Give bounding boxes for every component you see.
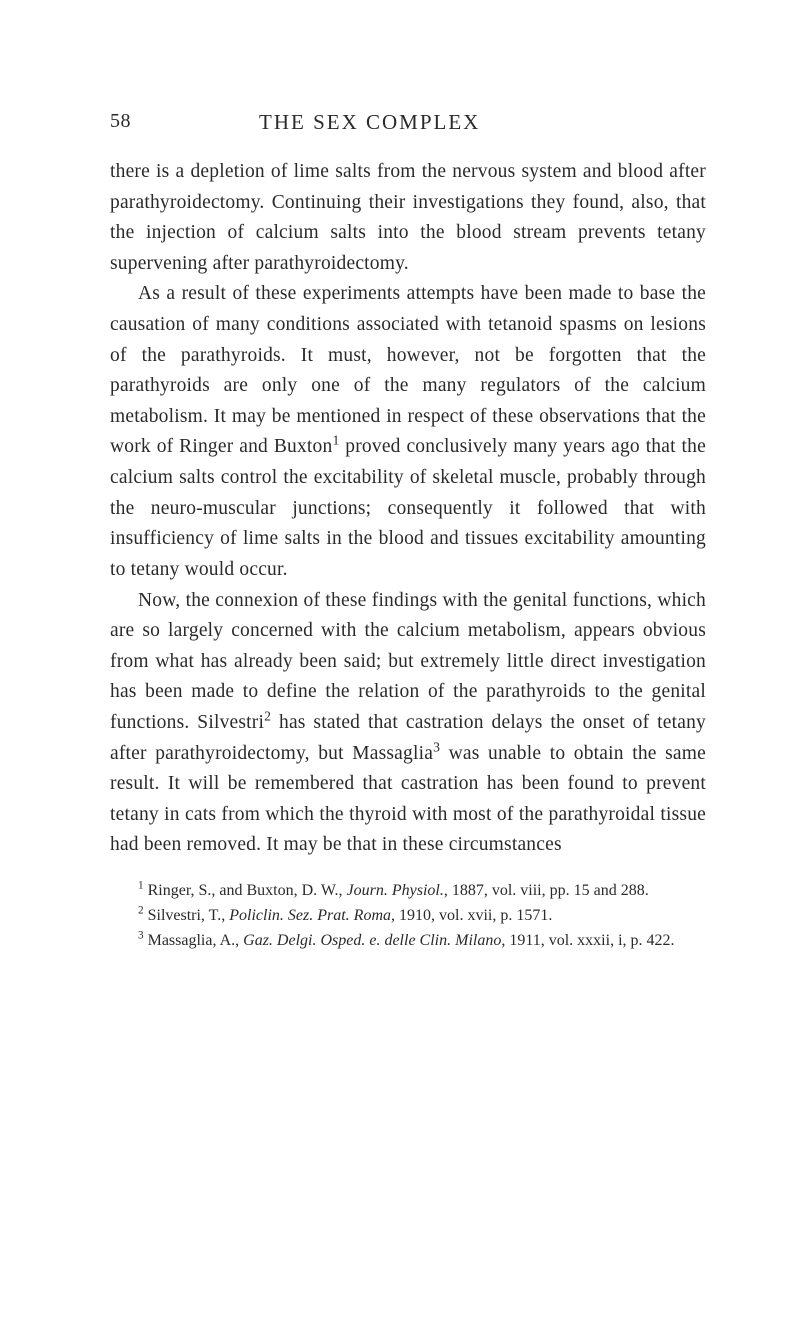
footnotes: 1 Ringer, S., and Buxton, D. W., Journ. … [110, 879, 706, 953]
paragraph-1: there is a depletion of lime salts from … [110, 157, 706, 279]
page-container: 58 THE SEX COMPLEX there is a depletion … [0, 0, 801, 1343]
page-title: THE SEX COMPLEX [259, 110, 480, 135]
footnote-1-text-a: Ringer, S., and Buxton, D. W., [144, 882, 347, 899]
paragraph-2-text-b: proved conclusively many years ago that … [110, 436, 706, 579]
footnote-1: 1 Ringer, S., and Buxton, D. W., Journ. … [110, 879, 706, 904]
paragraph-2: As a result of these experiments attempt… [110, 279, 706, 585]
footnote-2-italic: Policlin. Sez. Prat. Roma [229, 907, 391, 924]
footnote-3-italic: Gaz. Delgi. Osped. e. delle Clin. Milano [243, 932, 501, 949]
page-header: 58 THE SEX COMPLEX [110, 110, 706, 135]
footnote-2-text-a: Silvestri, T., [144, 907, 230, 924]
paragraph-2-text-a: As a result of these experiments attempt… [110, 283, 706, 457]
paragraph-3: Now, the connexion of these findings wit… [110, 586, 706, 861]
footnote-2: 2 Silvestri, T., Policlin. Sez. Prat. Ro… [110, 904, 706, 929]
page-number: 58 [110, 110, 131, 135]
footnote-3: 3 Massaglia, A., Gaz. Delgi. Osped. e. d… [110, 929, 706, 954]
footnote-1-italic: Journ. Physiol. [347, 882, 444, 899]
paragraph-1-text: there is a depletion of lime salts from … [110, 161, 706, 274]
footnote-3-text-b: , 1911, vol. xxxii, i, p. 422. [501, 932, 674, 949]
body-text: there is a depletion of lime salts from … [110, 157, 706, 861]
footnote-1-text-b: , 1887, vol. viii, pp. 15 and 288. [444, 882, 649, 899]
footnote-2-text-b: , 1910, vol. xvii, p. 1571. [391, 907, 552, 924]
footnote-3-text-a: Massaglia, A., [144, 932, 244, 949]
